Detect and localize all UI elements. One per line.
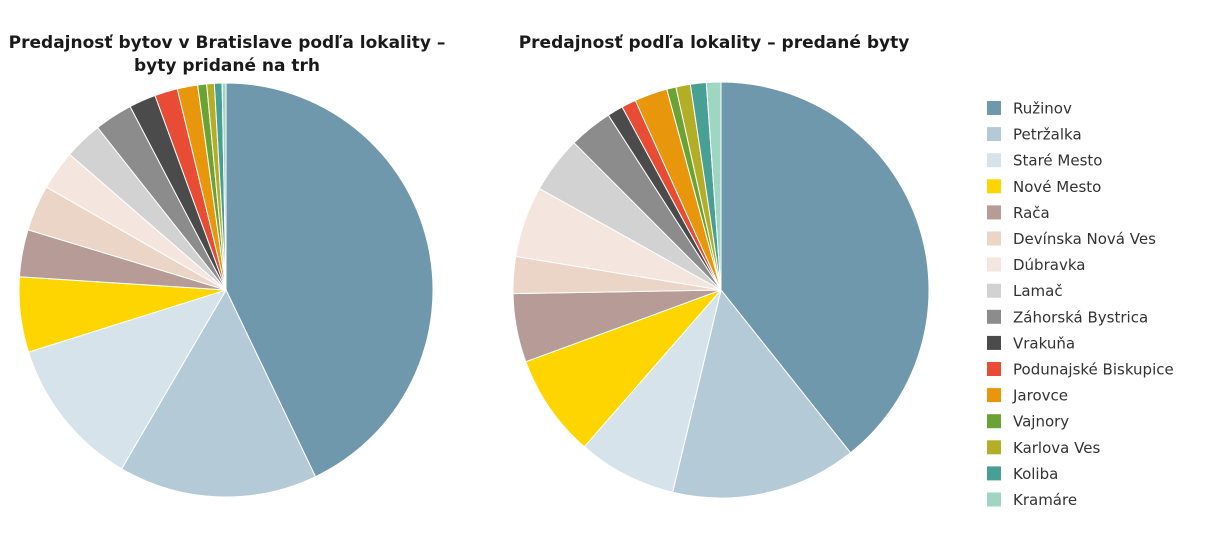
legend-label-petrzalka: Petržalka: [1013, 126, 1082, 144]
legend-swatch-raca: [987, 205, 1001, 220]
pie2-slice-ruzinov: [720, 81, 930, 454]
legend-swatch-podunajske-biskupice: [987, 362, 1001, 376]
legend-swatch-vrakuna: [987, 335, 1001, 350]
pie1-title-line1: Predajnosť bytov v Bratislave podľa loka…: [9, 33, 446, 53]
pie1-slice-kramare: [221, 82, 227, 291]
pie-chart-added: [18, 82, 434, 498]
legend-label-podunajske-biskupice: Podunajské Biskupice: [1013, 361, 1174, 379]
pie-chart-sold: [512, 81, 930, 499]
legend-label-karlova-ves: Karlova Ves: [1013, 439, 1100, 457]
pie2-slice-kramare: [705, 81, 722, 291]
pie1-slice-petrzalka: [120, 288, 317, 498]
legend-swatch-stare-mesto: [987, 153, 1001, 168]
pie2-slice-petrzalka: [672, 288, 852, 499]
legend-swatch-devinska-nova-ves: [987, 231, 1001, 246]
legend-swatch-ruzinov: [987, 101, 1001, 115]
legend-label-jarovce: Jarovce: [1012, 387, 1068, 405]
legend-label-zahorska-bystrica: Záhorská Bystrica: [1013, 308, 1148, 326]
legend-swatch-dubravka: [987, 257, 1001, 272]
legend-swatch-petrzalka: [987, 127, 1001, 142]
pie1-slice-ruzinov: [225, 82, 434, 478]
pie1-title-line2: byty pridané na trh: [134, 56, 320, 76]
pie2-title: Predajnosť podľa lokality – predané byty: [519, 33, 910, 53]
legend-swatch-koliba: [987, 466, 1001, 481]
legend-label-kramare: Kramáre: [1013, 491, 1077, 509]
legend-label-nove-mesto: Nové Mesto: [1013, 178, 1101, 196]
legend-swatch-jarovce: [987, 388, 1001, 403]
legend-label-vajnory: Vajnory: [1013, 413, 1069, 431]
legend-label-ruzinov: Ružinov: [1013, 100, 1072, 118]
legend-label-lamac: Lamač: [1013, 282, 1063, 300]
legend-swatch-nove-mesto: [987, 179, 1001, 194]
legend-swatch-kramare: [987, 492, 1001, 507]
legend-swatch-karlova-ves: [987, 440, 1001, 455]
legend-label-devinska-nova-ves: Devínska Nová Ves: [1013, 230, 1156, 248]
pie2-slice-stare-mesto: [583, 289, 722, 493]
legend-label-stare-mesto: Staré Mesto: [1013, 152, 1102, 170]
legend-swatch-lamac: [987, 283, 1001, 298]
legend-swatch-zahorska-bystrica: [987, 309, 1001, 324]
pie1-slice-stare-mesto: [27, 289, 228, 470]
legend-label-dubravka: Dúbravka: [1013, 256, 1085, 274]
legend-swatch-vajnory: [987, 414, 1001, 429]
legend: Ružinov Petržalka Staré Mesto Nové Mesto Rač…: [987, 100, 1174, 509]
pie2-slice-nove-mesto: [525, 289, 722, 448]
legend-label-raca: Rača: [1013, 204, 1050, 222]
legend-label-koliba: Koliba: [1013, 465, 1058, 483]
legend-label-vrakuna: Vrakuňa: [1013, 334, 1075, 352]
